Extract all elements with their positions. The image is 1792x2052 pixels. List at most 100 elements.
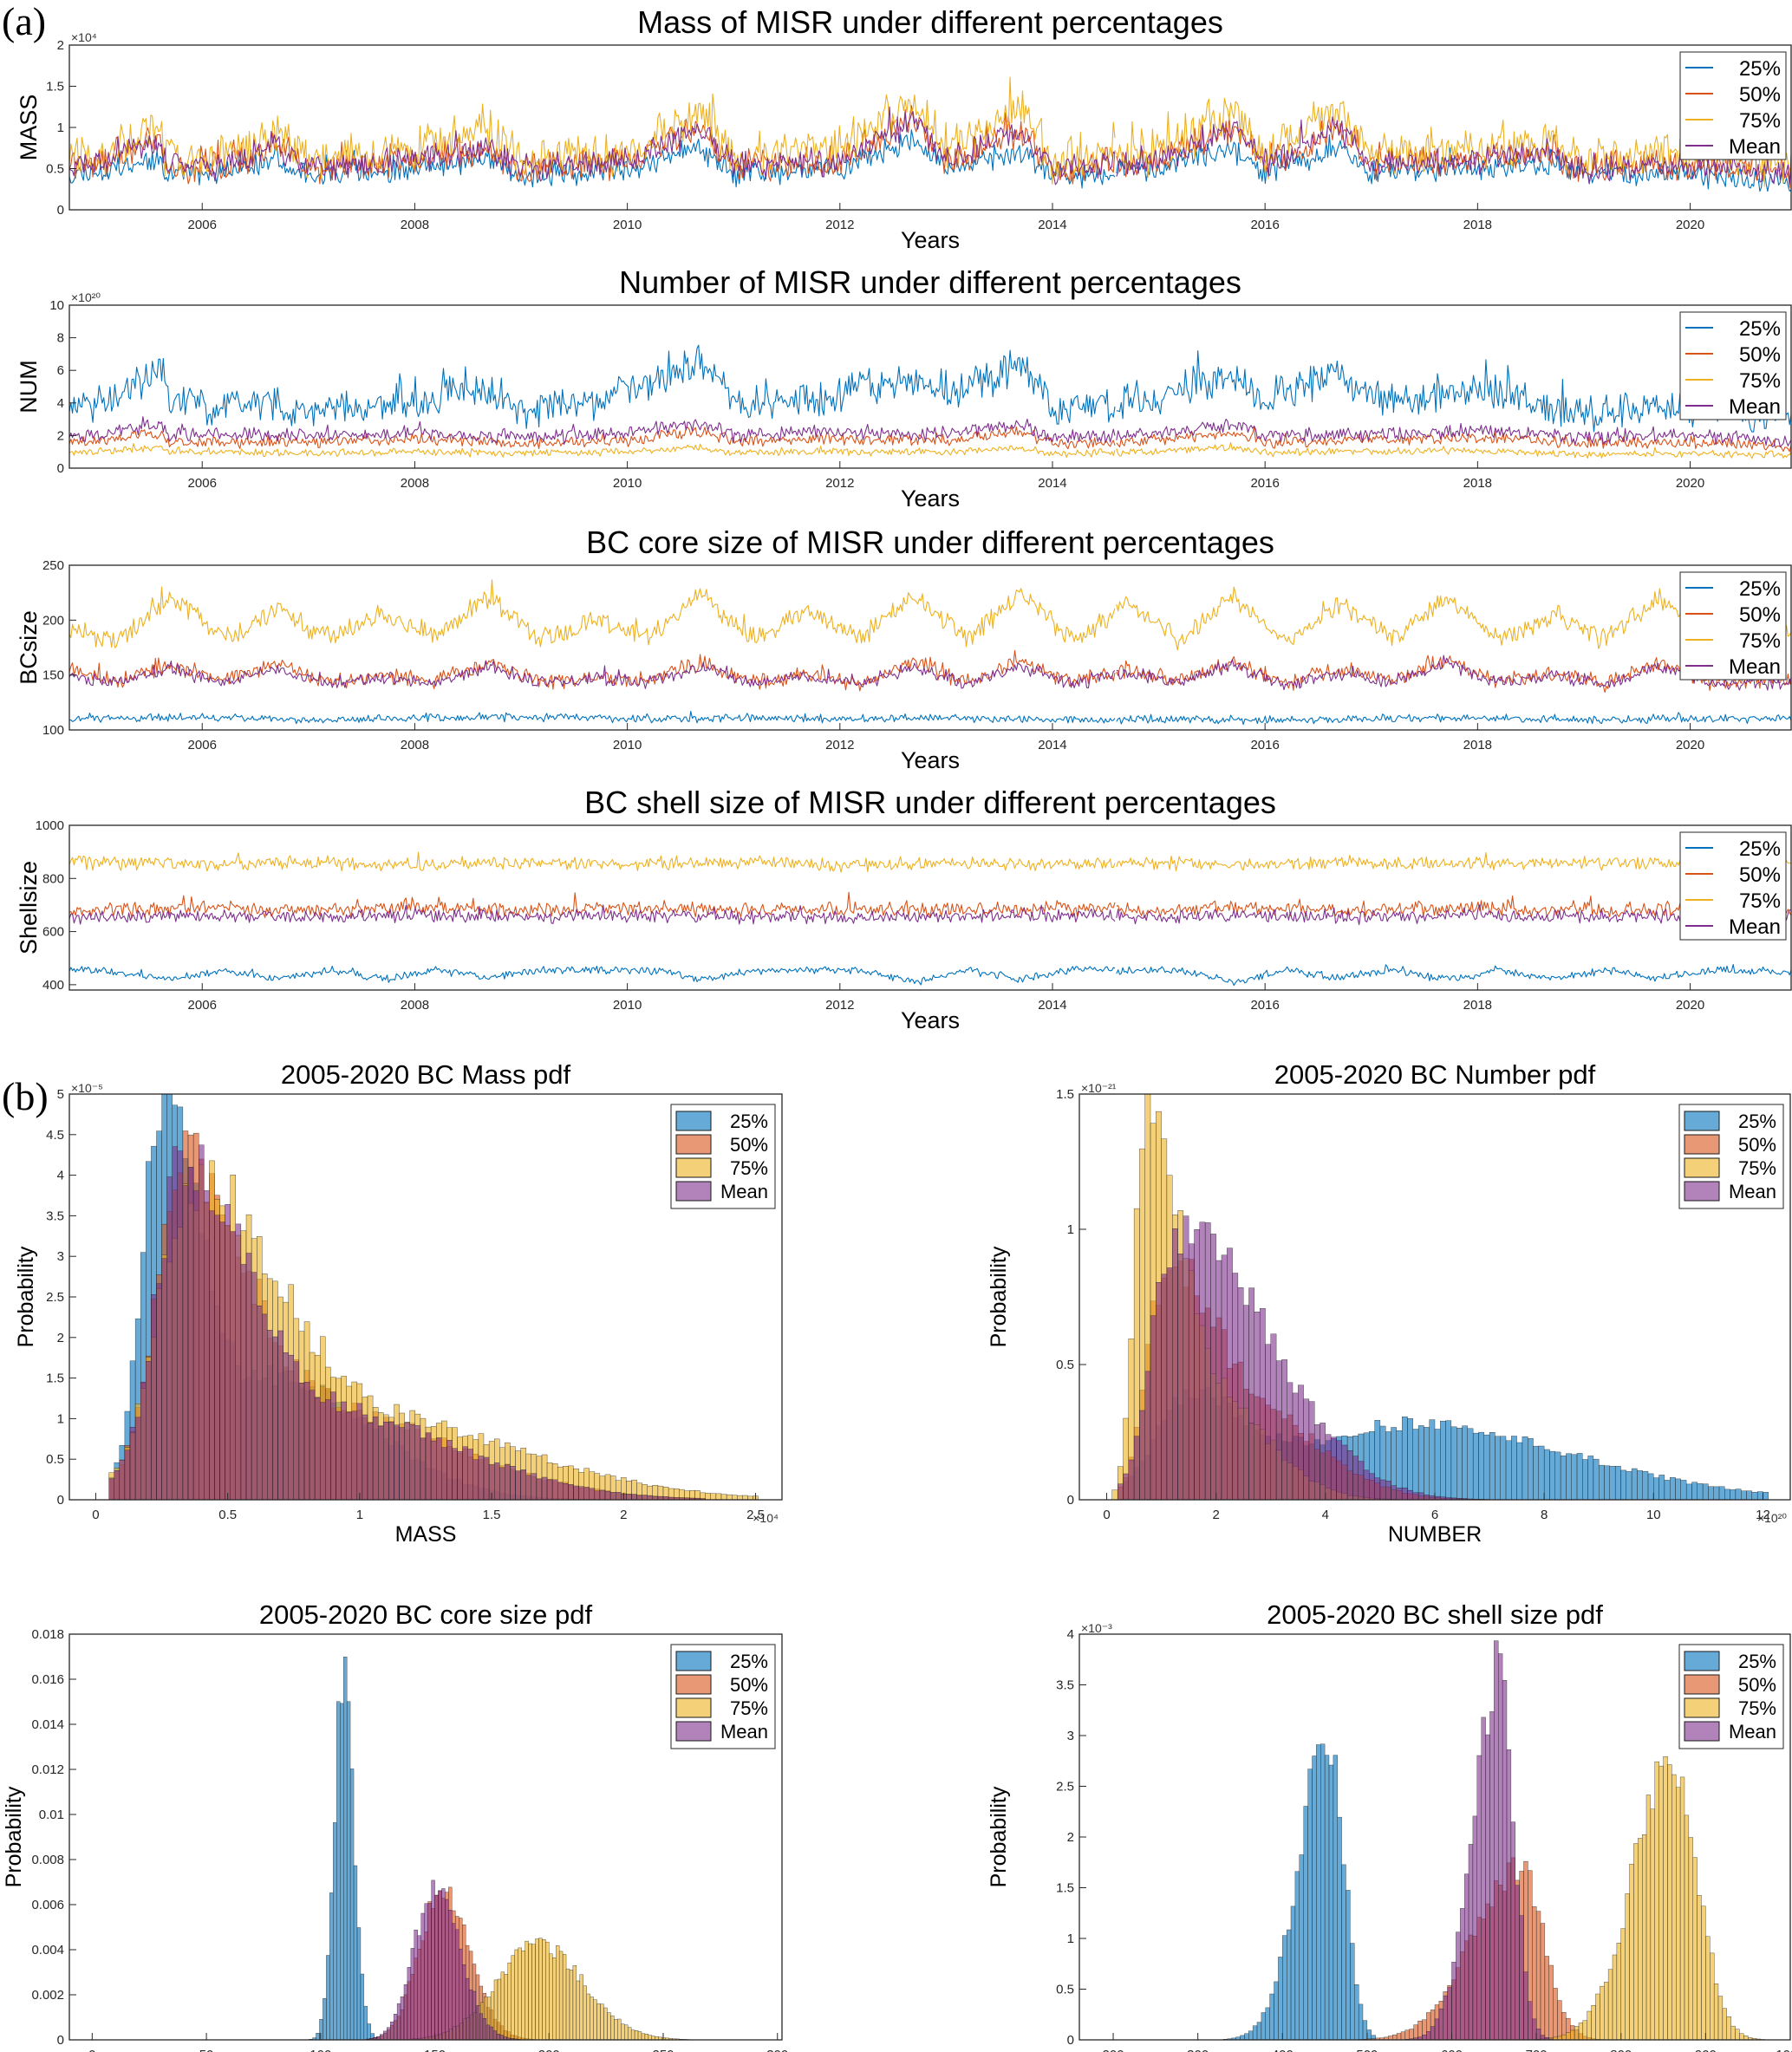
chart-title: BC shell size of MISR under different pe… (584, 785, 1276, 820)
histogram-bar (356, 1403, 363, 1501)
histogram-bar (1133, 1436, 1140, 1501)
histogram-bar (407, 1967, 412, 2041)
legend-swatch-3 (675, 1157, 712, 1178)
histogram-bar (576, 1980, 581, 2041)
legend-swatch-2 (675, 1674, 712, 1695)
timeseries-panel-2: Number of MISR under different percentag… (16, 264, 1792, 511)
x-tick-label: 0 (88, 2048, 95, 2052)
histogram-bar (1402, 1417, 1408, 1501)
histogram-bar (1560, 1456, 1567, 1501)
chart-title: 2005-2020 BC Mass pdf (281, 1059, 571, 1090)
histogram-bar (1244, 2033, 1249, 2041)
series-line-25pct (68, 963, 1792, 987)
y-axis-label: Probability (987, 1246, 1011, 1347)
histogram-bar (230, 1231, 236, 1501)
histogram-bar (380, 2034, 384, 2041)
histogram-bar (1404, 2029, 1410, 2041)
histogram-bar (1763, 1492, 1769, 1501)
histogram-bar (538, 1938, 543, 2041)
histogram-bar (616, 1492, 622, 1501)
histogram-bar (1194, 1229, 1200, 1501)
histogram-bar (1735, 2029, 1740, 2041)
histogram-bar (108, 1478, 114, 1501)
x-tick-label: 2008 (401, 998, 429, 1013)
y-tick-label: 0.002 (31, 1988, 64, 2003)
legend-swatch-4 (1684, 1721, 1720, 1742)
panel-label-a: (a) (2, 0, 47, 43)
y-tick-label: 100 (42, 723, 64, 738)
histogram-bar (199, 1144, 205, 1501)
chart-title: Mass of MISR under different percentages (637, 4, 1223, 40)
histogram-bar (1702, 1483, 1709, 1501)
legend: 25%50%75%Mean (1679, 571, 1787, 681)
histogram-bar (235, 1223, 242, 1501)
histogram-bar (1724, 1489, 1730, 1501)
legend-label-1: 25% (730, 1651, 768, 1672)
histogram-bar (478, 1456, 485, 1501)
y-tick-label: 3.5 (46, 1208, 64, 1223)
histogram-bar (309, 1390, 316, 1501)
histogram-bar (1111, 1489, 1118, 1501)
y-tick-label: 0.5 (1056, 1358, 1074, 1372)
histogram-bar (565, 1968, 570, 2041)
legend-label-2: 50% (730, 1674, 768, 1696)
y-tick-label: 2 (57, 428, 64, 443)
y-tick-label: 1 (57, 1411, 64, 1426)
histogram-bar (642, 1495, 648, 1501)
histogram-bar (510, 1466, 516, 1501)
y-tick-label: 0.016 (31, 1672, 64, 1687)
histogram-bar (1316, 1744, 1321, 2041)
histogram-bar (1464, 1873, 1469, 2041)
histogram-bar (445, 1899, 449, 2041)
x-tick-label: 2012 (825, 998, 854, 1013)
legend-box (1679, 831, 1787, 941)
legend-swatch-2 (1684, 1134, 1720, 1155)
histogram-bar (1237, 1287, 1244, 1501)
legend-label-4: Mean (1729, 1721, 1776, 1743)
chart-title: 2005-2020 BC Number pdf (1274, 1059, 1596, 1090)
histogram-bar (320, 1402, 326, 1501)
histogram-bar (119, 1460, 126, 1501)
histogram-bar (1671, 1774, 1677, 2041)
y-tick-label: 4 (1067, 1627, 1074, 1642)
histogram-bar (1290, 1905, 1296, 2041)
histogram-bar (1320, 1423, 1326, 1501)
histogram-bar (634, 2030, 639, 2041)
histogram-bar (383, 2030, 388, 2041)
histogram-bar (1320, 1743, 1326, 2041)
x-tick-label: 1.5 (483, 1508, 501, 1522)
histogram-bar (1498, 1653, 1503, 2041)
x-tick-label: 2016 (1250, 738, 1279, 752)
series-line-25pct (68, 711, 1792, 726)
x-tick-label: 2010 (613, 998, 642, 1013)
histogram-bar (624, 2024, 629, 2041)
histogram-bar (1269, 1993, 1274, 2041)
histogram-bar (1467, 1428, 1474, 1501)
y-exponent-label: ×10⁻³ (1081, 1621, 1112, 1635)
histogram-bar (573, 1485, 579, 1501)
histogram-bar (1473, 1432, 1479, 1501)
histogram-bar (204, 1190, 210, 1501)
histogram-bar (1358, 2003, 1364, 2041)
y-tick-label: 1 (1067, 1222, 1074, 1237)
histogram-bar (1566, 1453, 1572, 1501)
histogram-bar (1261, 2012, 1266, 2041)
histogram-bar (1691, 1482, 1698, 1501)
x-tick-label: 2018 (1463, 476, 1492, 491)
histogram-bar (388, 1422, 394, 1501)
y-tick-label: 2.5 (1056, 1780, 1074, 1795)
histogram-bar (586, 1993, 590, 2041)
histogram-panel-1: 2005-2020 BC Mass pdf MASS Probability ×10⁻… (14, 1059, 783, 1547)
x-tick-label: 700 (1526, 2048, 1548, 2052)
histogram-bar (452, 1923, 456, 2041)
histogram-bar (1118, 1483, 1124, 1501)
histogram-bar (1374, 1477, 1381, 1501)
x-tick-label: 2008 (401, 738, 429, 752)
histogram-bar (1600, 1985, 1605, 2041)
histogram-bar (715, 1493, 722, 1501)
histogram-bar (596, 2003, 601, 2041)
histogram-bar (569, 1970, 574, 2041)
histogram-bar (1670, 1477, 1676, 1501)
histogram-bar (409, 1424, 415, 1501)
histogram-bar (609, 1492, 616, 1501)
